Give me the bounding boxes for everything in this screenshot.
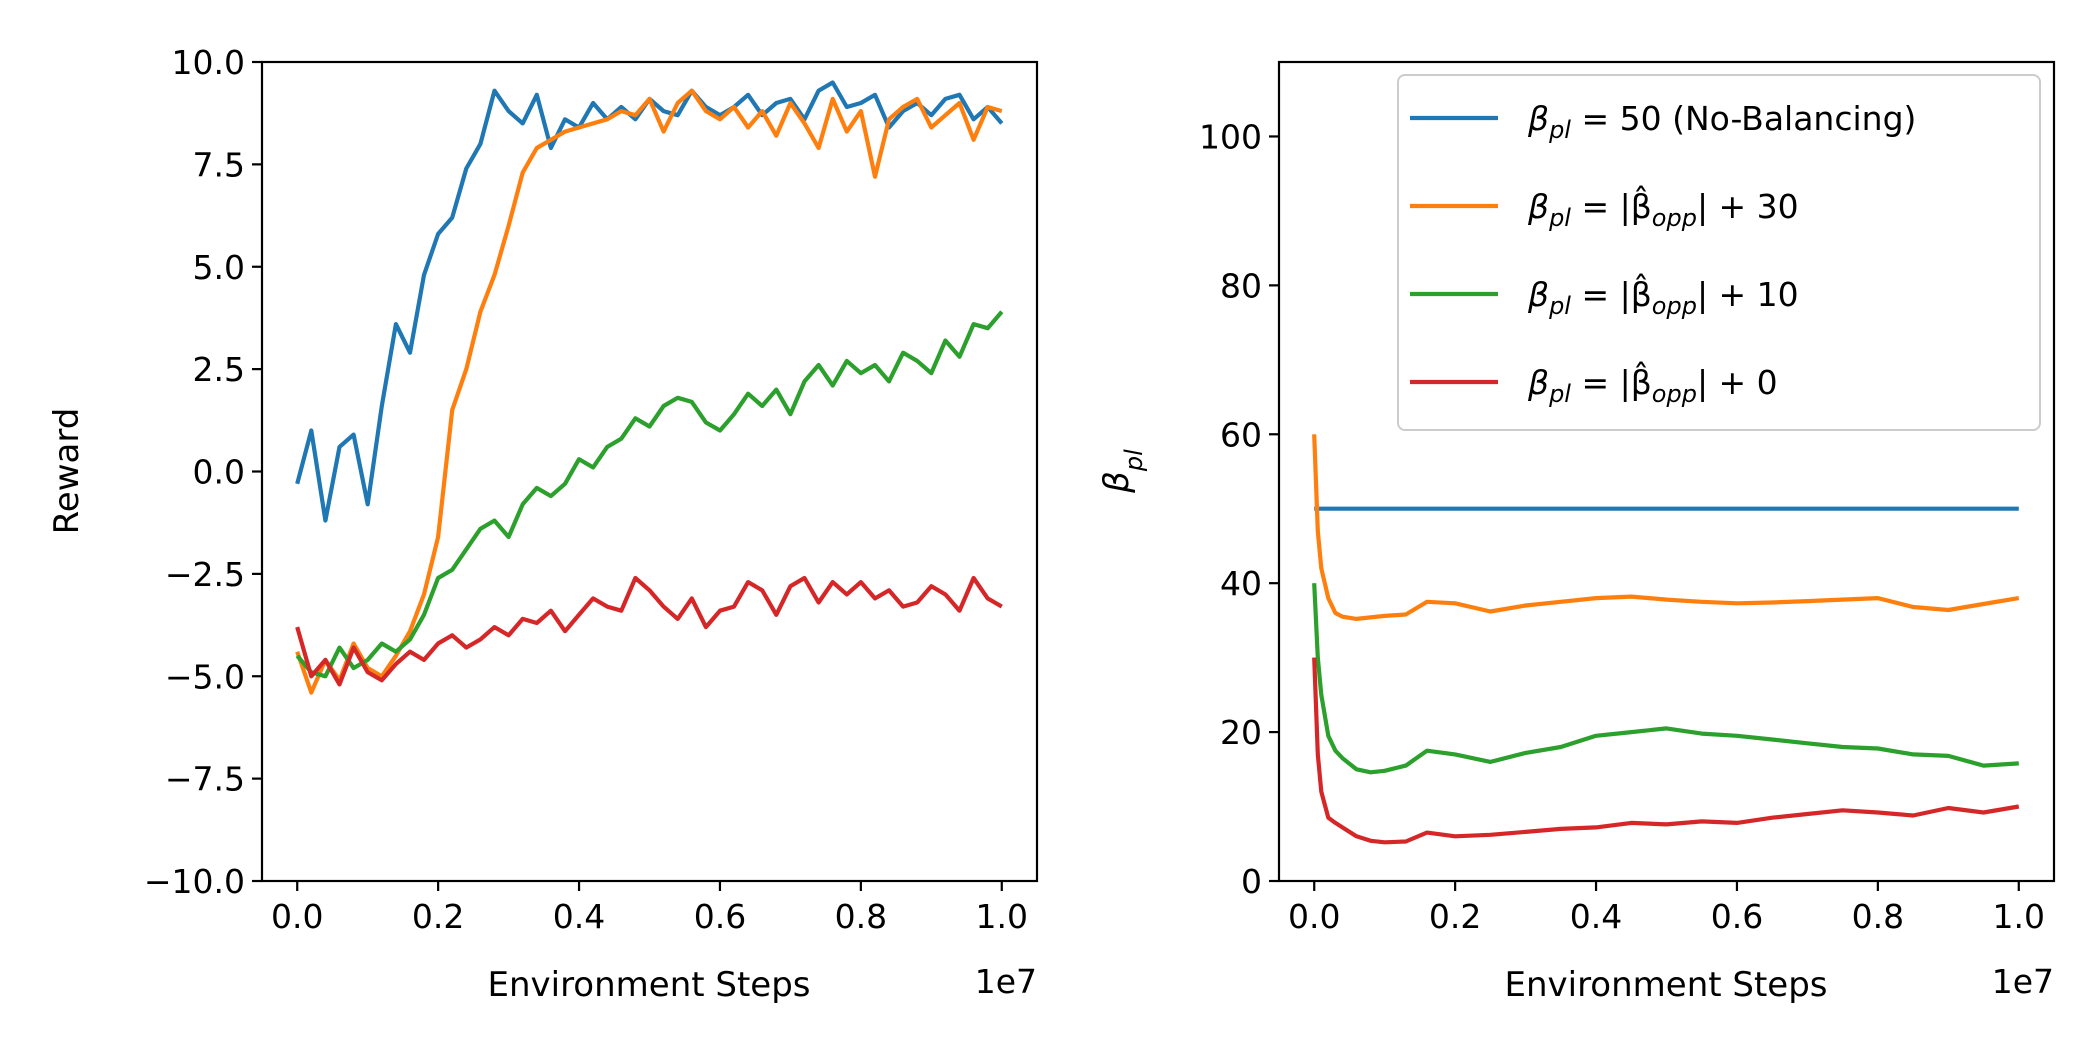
- beta-y-axis-label: βpl: [1097, 449, 1148, 494]
- x-tick-label: 0.4: [553, 897, 605, 936]
- beta-series-line-1: [1312, 434, 2020, 621]
- reward-series-layer: [295, 80, 1004, 695]
- y-tick-label: −10.0: [144, 862, 245, 901]
- reward-series-line-1: [295, 88, 1003, 695]
- beta-chart: 0.0 0.2 0.4 0.6 0.8 1.0 0 20 40 60 80 100 Environm…: [1097, 60, 2056, 1005]
- reward-x-ticks: 0.0 0.2 0.4 0.6 0.8 1.0: [271, 881, 1028, 936]
- legend-label: βpl = |β̂opp| + 10: [1527, 273, 1799, 320]
- y-tick-label: −2.5: [165, 555, 245, 594]
- legend-entry-no-balancing: βpl = 50 (No-Balancing): [1410, 99, 1916, 144]
- y-tick-label: 5.0: [193, 248, 245, 287]
- beta-series-line-3: [1312, 657, 2020, 845]
- beta-y-ticks: 0 20 40 60 80 100: [1199, 117, 1279, 901]
- x-tick-label: 0.4: [1570, 897, 1622, 936]
- x-tick-label: 0.6: [694, 897, 746, 936]
- y-tick-label: 40: [1220, 564, 1262, 603]
- legend-label: βpl = |β̂opp| + 0: [1527, 361, 1778, 408]
- beta-plot-frame: [1277, 60, 2056, 883]
- x-tick-label: 1.0: [976, 897, 1028, 936]
- beta-series-line-2: [1312, 583, 2019, 775]
- reward-x-offset-label: 1e7: [975, 962, 1037, 1001]
- y-tick-label: 0.0: [193, 453, 245, 492]
- x-tick-label: 0.6: [1711, 897, 1763, 936]
- x-tick-label: 0.8: [1852, 897, 1904, 936]
- legend-box: [1397, 74, 2041, 431]
- legend: βpl = 50 (No-Balancing) βpl = |β̂opp| + …: [1397, 74, 2041, 431]
- beta-x-offset-label: 1e7: [1992, 962, 2054, 1001]
- x-tick-label: 1.0: [1993, 897, 2045, 936]
- y-tick-label: 10.0: [172, 43, 245, 82]
- reward-y-axis-label: Reward: [47, 408, 87, 535]
- x-tick-label: 0.0: [271, 897, 323, 936]
- reward-series-line-2: [295, 310, 1004, 679]
- y-tick-label: 2.5: [193, 350, 245, 389]
- y-tick-label: −7.5: [165, 760, 245, 799]
- legend-label: βpl = |β̂opp| + 30: [1527, 185, 1799, 232]
- beta-x-axis-label: Environment Steps: [1504, 965, 1827, 1005]
- y-tick-label: 100: [1199, 117, 1262, 156]
- y-tick-label: −5.0: [165, 657, 245, 696]
- y-tick-label: 7.5: [193, 145, 245, 184]
- y-tick-label: 0: [1241, 862, 1262, 901]
- beta-series-layer: [1312, 434, 2020, 845]
- reward-y-ticks: −10.0 −7.5 −5.0 −2.5 0.0 2.5 5.0 7.5 10.0: [144, 43, 262, 901]
- x-tick-label: 0.2: [1429, 897, 1481, 936]
- y-tick-label: 80: [1220, 266, 1262, 305]
- reward-series-line-3: [295, 575, 1003, 687]
- legend-label: βpl = 50 (No-Balancing): [1527, 99, 1916, 144]
- y-tick-label: 20: [1220, 713, 1262, 752]
- beta-x-ticks: 0.0 0.2 0.4 0.6 0.8 1.0: [1288, 881, 2045, 936]
- x-tick-label: 0.0: [1288, 897, 1340, 936]
- legend-entry-plus-0: βpl = |β̂opp| + 0: [1410, 361, 1778, 408]
- x-tick-label: 0.2: [412, 897, 464, 936]
- reward-chart: 0.0 0.2 0.4 0.6 0.8 1.0 −10.0 −7.5 −5.0 −2.5 0.0 2…: [47, 43, 1039, 1005]
- y-tick-label: 60: [1220, 415, 1262, 454]
- x-tick-label: 0.8: [835, 897, 887, 936]
- reward-x-axis-label: Environment Steps: [487, 965, 810, 1005]
- legend-entry-plus-10: βpl = |β̂opp| + 10: [1410, 273, 1799, 320]
- legend-entry-plus-30: βpl = |β̂opp| + 30: [1410, 185, 1799, 232]
